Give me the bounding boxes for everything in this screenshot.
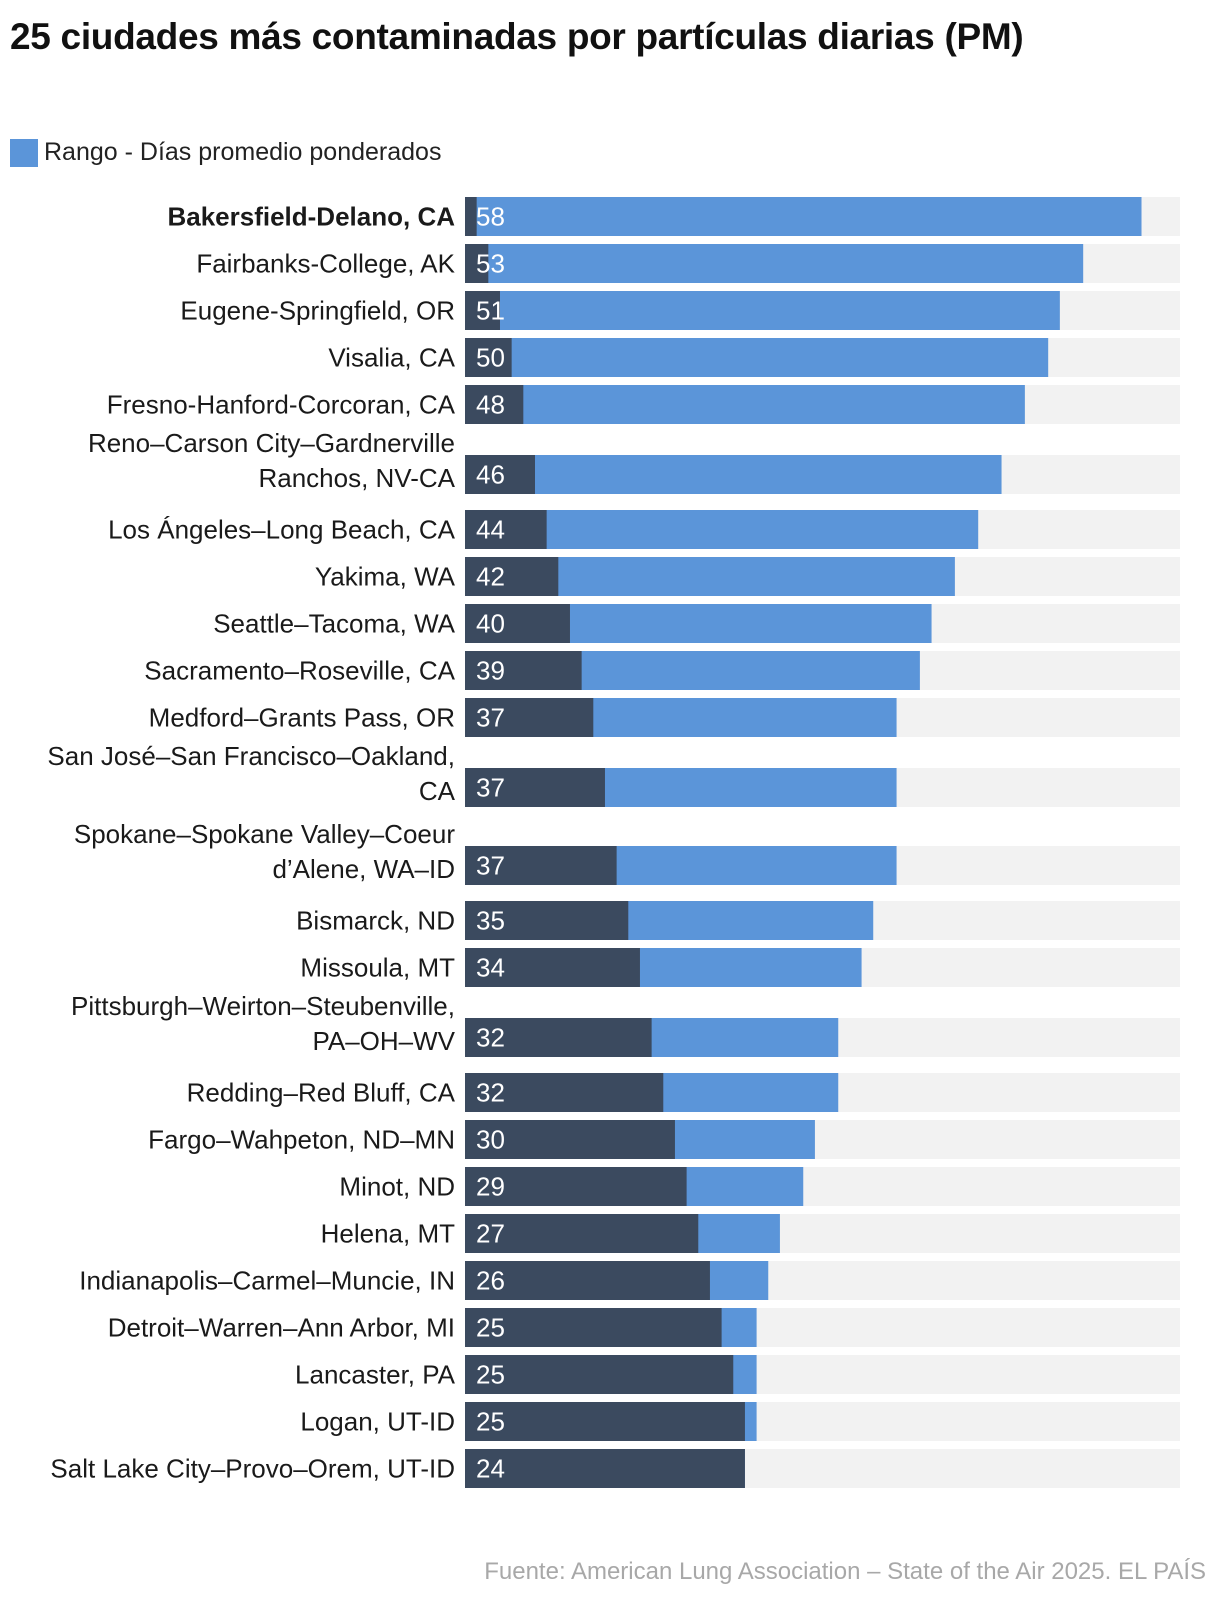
bar-chart: 58 Bakersfield-Delano, CA 53 Fairbanks-Coll… [47, 197, 1180, 1488]
bar-value-label: 46 [476, 460, 505, 490]
bar-value-label: 29 [476, 1172, 505, 1202]
bar-value-label: 25 [476, 1313, 505, 1343]
bar-value-label: 25 [476, 1407, 505, 1437]
bar-base [465, 948, 640, 987]
bar-value-label: 25 [476, 1360, 505, 1390]
category-label: Fargo–Wahpeton, ND–MN [148, 1125, 455, 1155]
bar-base [465, 510, 547, 549]
bar-base [465, 385, 524, 424]
bar-value-label: 58 [476, 202, 505, 232]
bar-base [465, 291, 500, 330]
category-label: San José–San Francisco–Oakland, [47, 741, 455, 771]
category-label: Fresno-Hanford-Corcoran, CA [107, 390, 456, 420]
bar-value-label: 27 [476, 1219, 505, 1249]
bar-range [465, 510, 979, 549]
category-label: Minot, ND [339, 1172, 455, 1202]
category-label: Yakima, WA [315, 562, 456, 592]
legend-swatch-range [10, 138, 38, 167]
bar-value-label: 34 [476, 953, 505, 983]
bar-base [465, 1073, 664, 1112]
bar-base [465, 1214, 699, 1253]
bar-value-label: 32 [476, 1023, 505, 1053]
category-label: Fairbanks-College, AK [196, 249, 455, 279]
bar-base [465, 1120, 675, 1159]
bar-base [465, 1308, 722, 1347]
legend: Rango - Días promedio ponderados [10, 138, 441, 167]
bar-base [465, 698, 594, 737]
bar-range [465, 197, 1142, 236]
bar-value-label: 53 [476, 249, 505, 279]
category-label: Medford–Grants Pass, OR [149, 703, 455, 733]
bar-value-label: 37 [476, 703, 505, 733]
bar-value-label: 24 [476, 1454, 505, 1484]
bar-base [465, 768, 605, 807]
bar-value-label: 51 [476, 296, 505, 326]
bar-value-label: 26 [476, 1266, 505, 1296]
category-label: Visalia, CA [328, 343, 455, 373]
bar-base [465, 197, 477, 236]
bar-range [465, 385, 1025, 424]
bar-base [465, 846, 617, 885]
category-label: Pittsburgh–Weirton–Steubenville, [71, 991, 455, 1021]
bar-base [465, 901, 629, 940]
bar-base [465, 1449, 745, 1488]
bar-base [465, 1167, 687, 1206]
category-label: Seattle–Tacoma, WA [213, 609, 455, 639]
bar-base [465, 1018, 652, 1057]
bar-value-label: 39 [476, 656, 505, 686]
bar-value-label: 44 [476, 515, 505, 545]
category-label: Ranchos, NV-CA [258, 463, 455, 493]
category-label: d’Alene, WA–ID [272, 854, 455, 884]
bar-range [465, 455, 1002, 494]
bar-base [465, 651, 582, 690]
bar-range [465, 244, 1084, 283]
category-label: Lancaster, PA [295, 1360, 456, 1390]
category-label: Helena, MT [321, 1219, 455, 1249]
bar-base [465, 1261, 710, 1300]
category-label: Bakersfield-Delano, CA [167, 202, 455, 232]
bar-value-label: 37 [476, 851, 505, 881]
bar-base [465, 455, 535, 494]
category-label: Logan, UT-ID [300, 1407, 455, 1437]
category-label: Reno–Carson City–Gardnerville [88, 428, 455, 458]
category-label: Salt Lake City–Provo–Orem, UT-ID [50, 1454, 455, 1484]
bar-base [465, 244, 489, 283]
category-label: CA [419, 776, 456, 806]
bar-value-label: 32 [476, 1078, 505, 1108]
bar-base [465, 1355, 734, 1394]
bar-base [465, 338, 512, 377]
bar-value-label: 50 [476, 343, 505, 373]
bar-value-label: 48 [476, 390, 505, 420]
source-note: Fuente: American Lung Association – Stat… [484, 1558, 1206, 1585]
category-label: Indianapolis–Carmel–Muncie, IN [79, 1266, 455, 1296]
category-label: Bismarck, ND [296, 906, 455, 936]
chart-title: 25 ciudades más contaminadas por partícu… [10, 16, 1024, 57]
bar-value-label: 35 [476, 906, 505, 936]
bar-base [465, 604, 570, 643]
bar-base [465, 557, 559, 596]
category-label: Sacramento–Roseville, CA [144, 656, 455, 686]
category-label: PA–OH–WV [312, 1026, 455, 1056]
category-label: Los Ángeles–Long Beach, CA [108, 515, 456, 545]
category-label: Detroit–Warren–Ann Arbor, MI [108, 1313, 455, 1343]
category-label: Spokane–Spokane Valley–Coeur [74, 819, 455, 849]
category-label: Redding–Red Bluff, CA [187, 1078, 456, 1108]
legend-label-range: Rango - Días promedio ponderados [44, 138, 442, 166]
bar-range [465, 291, 1060, 330]
bar-value-label: 42 [476, 562, 505, 592]
category-label: Missoula, MT [300, 953, 455, 983]
bar-value-label: 30 [476, 1125, 505, 1155]
bar-range [465, 338, 1049, 377]
bar-base [465, 1402, 745, 1441]
category-label: Eugene-Springfield, OR [180, 296, 455, 326]
bar-value-label: 37 [476, 773, 505, 803]
bar-value-label: 40 [476, 609, 505, 639]
